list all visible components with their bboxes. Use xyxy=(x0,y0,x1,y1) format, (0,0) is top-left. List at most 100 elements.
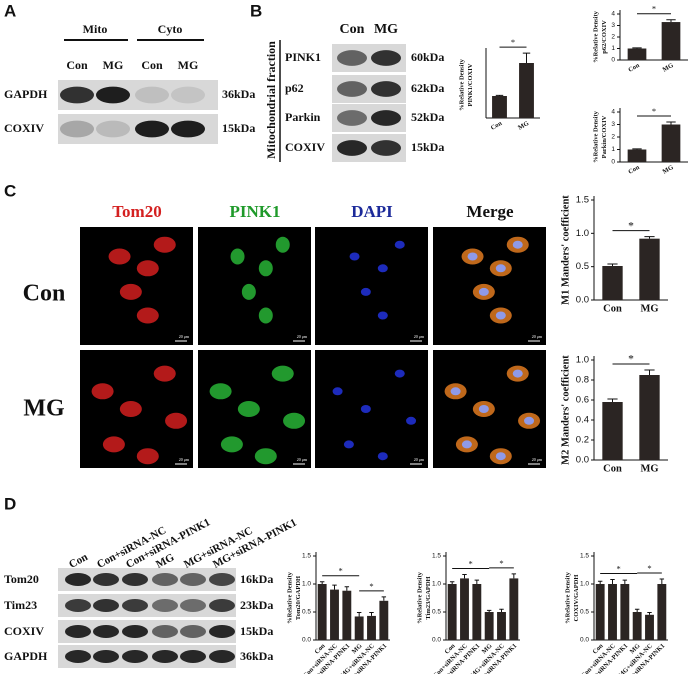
size-label: 52kDa xyxy=(411,110,444,124)
bar xyxy=(484,612,494,640)
scale-bar-label: 20 μm xyxy=(179,334,190,339)
nucleus xyxy=(524,416,535,425)
blot-band xyxy=(337,50,367,66)
cell xyxy=(254,448,277,465)
y-tick-label: 1.5 xyxy=(580,553,589,560)
blot-band xyxy=(180,650,206,663)
error-bar xyxy=(511,573,517,579)
scale-bar-label: 20 μm xyxy=(414,334,425,339)
blot-band xyxy=(180,599,206,612)
error-bar xyxy=(634,608,640,612)
y-tick-label: 4 xyxy=(611,109,615,116)
blot-band xyxy=(93,573,119,586)
significance-label: * xyxy=(469,558,473,568)
y-tick-label: 1.5 xyxy=(302,553,311,560)
bar xyxy=(472,584,482,640)
y-tick-label: 0.5 xyxy=(576,261,589,272)
size-label: 23kDa xyxy=(240,598,273,612)
micrograph xyxy=(315,350,428,468)
significance-label: * xyxy=(652,106,656,116)
size-label: 36kDa xyxy=(240,649,273,663)
bar xyxy=(379,600,389,640)
cell xyxy=(241,283,256,300)
y-tick-label: 0.0 xyxy=(302,637,311,644)
size-label: 36kDa xyxy=(222,87,255,101)
group-label: Cyto xyxy=(158,22,183,36)
blot-band xyxy=(65,599,91,612)
bar xyxy=(657,584,667,640)
x-tick-label: MG xyxy=(640,463,658,474)
size-label: 15kDa xyxy=(240,624,273,638)
bar xyxy=(367,615,376,640)
bar xyxy=(639,238,660,300)
error-bar xyxy=(610,579,615,584)
cell xyxy=(136,307,159,324)
significance-label: * xyxy=(647,563,651,573)
error-bar xyxy=(474,579,480,584)
protein-label: Parkin xyxy=(285,110,321,124)
error-bar xyxy=(449,581,455,584)
nucleus xyxy=(478,287,489,296)
blot-band xyxy=(152,573,178,586)
error-bar xyxy=(597,580,603,584)
error-bar xyxy=(356,612,362,617)
cell xyxy=(275,236,290,253)
y-tick-label: 0 xyxy=(611,159,615,166)
protein-label: p62 xyxy=(285,81,304,95)
cell xyxy=(153,236,176,253)
error-bar xyxy=(495,94,504,96)
content: Con MG Con MG GAPDH 36kDa COXIV 15kDa Con MG PINK1… xyxy=(4,4,688,674)
cell xyxy=(136,260,159,277)
cell xyxy=(119,401,142,417)
blot-band xyxy=(96,120,130,138)
blot-band xyxy=(171,120,205,138)
y-tick-label: 0.4 xyxy=(576,415,589,426)
nucleus xyxy=(512,240,523,249)
significance-label: * xyxy=(628,354,634,366)
cell xyxy=(258,307,273,324)
panel-letter: D xyxy=(4,494,16,513)
blot-band xyxy=(337,81,367,97)
error-bar xyxy=(381,596,387,601)
y-tick-label: 0.5 xyxy=(432,609,441,616)
blot-band xyxy=(371,50,401,66)
size-label: 16kDa xyxy=(240,572,273,586)
lane-label: MG xyxy=(103,58,124,72)
bar xyxy=(661,22,681,60)
y-tick-label: 0.0 xyxy=(432,637,441,644)
protein-label: COXIV xyxy=(285,140,325,154)
cell xyxy=(209,383,232,400)
error-bar xyxy=(607,263,618,266)
nucleus xyxy=(461,440,472,449)
significance-label: * xyxy=(339,566,343,576)
channel-label: DAPI xyxy=(351,202,393,221)
y-tick-label: 0.0 xyxy=(576,455,589,466)
y-axis-label: Tom20/GAPDH xyxy=(295,576,302,620)
y-tick-label: 1.5 xyxy=(432,553,441,560)
cell xyxy=(230,248,245,265)
nucleus xyxy=(478,405,489,413)
y-tick-label: 0.8 xyxy=(576,375,589,386)
blot-band xyxy=(209,625,235,638)
error-bar xyxy=(647,612,652,615)
size-label: 62kDa xyxy=(411,81,444,95)
bar xyxy=(317,584,327,640)
nucleus xyxy=(450,387,461,396)
y-axis-label: COXIV/GAPDH xyxy=(573,575,580,622)
nucleus xyxy=(360,405,371,413)
nucleus xyxy=(377,452,388,461)
blot-band xyxy=(337,140,367,156)
blot-band xyxy=(180,573,206,586)
x-tick-label: Con xyxy=(603,303,622,314)
blot-band xyxy=(135,86,169,104)
y-tick-label: 1.0 xyxy=(432,581,441,588)
error-bar xyxy=(486,609,492,612)
blot-band xyxy=(152,599,178,612)
blot-band xyxy=(60,120,94,138)
error-bar xyxy=(666,121,676,125)
y-tick-label: 1.0 xyxy=(580,581,589,588)
bar xyxy=(447,584,457,640)
blot-band xyxy=(65,650,91,663)
blot-band xyxy=(93,625,119,638)
